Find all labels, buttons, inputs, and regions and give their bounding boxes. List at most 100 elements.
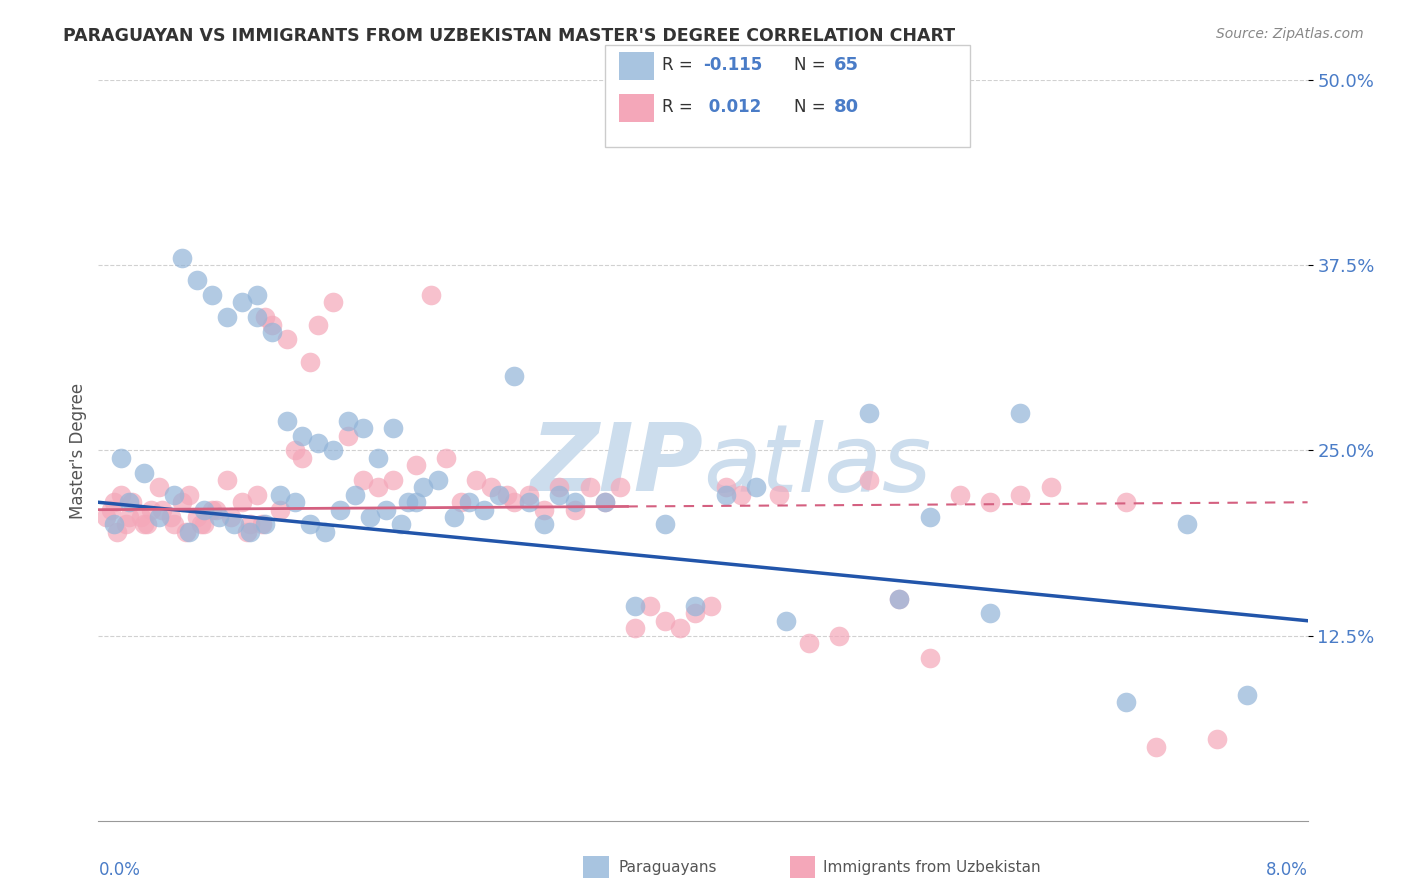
Text: -0.115: -0.115: [703, 56, 762, 74]
Point: [548, 488, 571, 502]
Point: [1146, 739, 1168, 754]
Point: [100, 502, 122, 516]
Point: [1010, 407, 1032, 421]
Point: [1115, 495, 1137, 509]
Text: ZIP: ZIP: [530, 419, 703, 511]
Point: [201, 288, 224, 302]
Point: [193, 517, 215, 532]
Point: [250, 517, 273, 532]
Point: [193, 502, 215, 516]
Point: [170, 251, 193, 265]
Point: [114, 517, 136, 532]
Point: [329, 502, 352, 516]
Point: [533, 517, 555, 532]
Point: [624, 621, 647, 635]
Point: [205, 502, 228, 516]
Point: [654, 614, 676, 628]
Point: [889, 591, 911, 606]
Point: [253, 310, 276, 325]
Point: [730, 488, 752, 502]
Point: [434, 450, 457, 465]
Point: [307, 436, 329, 450]
Point: [160, 510, 183, 524]
Point: [118, 510, 141, 524]
Point: [593, 495, 616, 509]
Point: [775, 614, 797, 628]
Point: [336, 428, 359, 442]
Point: [284, 443, 307, 458]
Point: [246, 310, 269, 325]
Point: [488, 488, 510, 502]
Point: [336, 414, 359, 428]
Point: [1039, 481, 1062, 495]
Point: [190, 517, 212, 532]
Point: [239, 524, 262, 539]
Point: [221, 510, 243, 524]
Point: [132, 466, 155, 480]
Point: [979, 495, 1001, 509]
Point: [768, 488, 790, 502]
Point: [186, 273, 208, 287]
Point: [299, 354, 322, 368]
Point: [654, 517, 676, 532]
Point: [564, 495, 586, 509]
Point: [118, 495, 141, 509]
Text: 0.0%: 0.0%: [98, 862, 141, 880]
Point: [481, 481, 503, 495]
Point: [314, 524, 336, 539]
Point: [148, 510, 170, 524]
Point: [231, 295, 253, 310]
Point: [396, 495, 419, 509]
Text: PARAGUAYAN VS IMMIGRANTS FROM UZBEKISTAN MASTER'S DEGREE CORRELATION CHART: PARAGUAYAN VS IMMIGRANTS FROM UZBEKISTAN…: [63, 27, 956, 45]
Text: 0.012: 0.012: [703, 98, 761, 116]
Point: [457, 495, 479, 509]
Point: [685, 599, 707, 613]
Text: Paraguayans: Paraguayans: [619, 860, 717, 874]
Point: [495, 488, 517, 502]
Point: [638, 599, 661, 613]
Point: [121, 495, 143, 509]
Point: [110, 488, 132, 502]
Point: [578, 481, 600, 495]
Text: 65: 65: [834, 56, 859, 74]
Text: Source: ZipAtlas.com: Source: ZipAtlas.com: [1216, 27, 1364, 41]
Point: [420, 288, 443, 302]
Text: R =: R =: [662, 98, 699, 116]
Point: [186, 510, 208, 524]
Text: Immigrants from Uzbekistan: Immigrants from Uzbekistan: [823, 860, 1040, 874]
Point: [262, 318, 284, 332]
Point: [307, 318, 329, 332]
Point: [215, 310, 238, 325]
Text: N =: N =: [794, 56, 831, 74]
Point: [246, 288, 269, 302]
Text: atlas: atlas: [703, 420, 931, 511]
Point: [609, 481, 631, 495]
Point: [745, 481, 768, 495]
Point: [94, 510, 117, 524]
Point: [135, 517, 157, 532]
Point: [624, 599, 647, 613]
Point: [949, 488, 972, 502]
Point: [828, 628, 851, 642]
Point: [103, 495, 125, 509]
Point: [699, 599, 721, 613]
Point: [1206, 732, 1229, 747]
Point: [1236, 688, 1258, 702]
Point: [979, 607, 1001, 621]
Point: [889, 591, 911, 606]
Text: 80: 80: [834, 98, 859, 116]
Point: [367, 481, 389, 495]
Point: [110, 450, 132, 465]
Point: [239, 517, 262, 532]
Point: [533, 502, 555, 516]
Point: [450, 495, 472, 509]
Point: [918, 650, 941, 665]
Text: N =: N =: [794, 98, 831, 116]
Point: [503, 369, 526, 384]
Point: [224, 517, 246, 532]
Point: [858, 407, 880, 421]
Text: R =: R =: [662, 56, 699, 74]
Point: [593, 495, 616, 509]
Point: [299, 517, 322, 532]
Point: [150, 502, 173, 516]
